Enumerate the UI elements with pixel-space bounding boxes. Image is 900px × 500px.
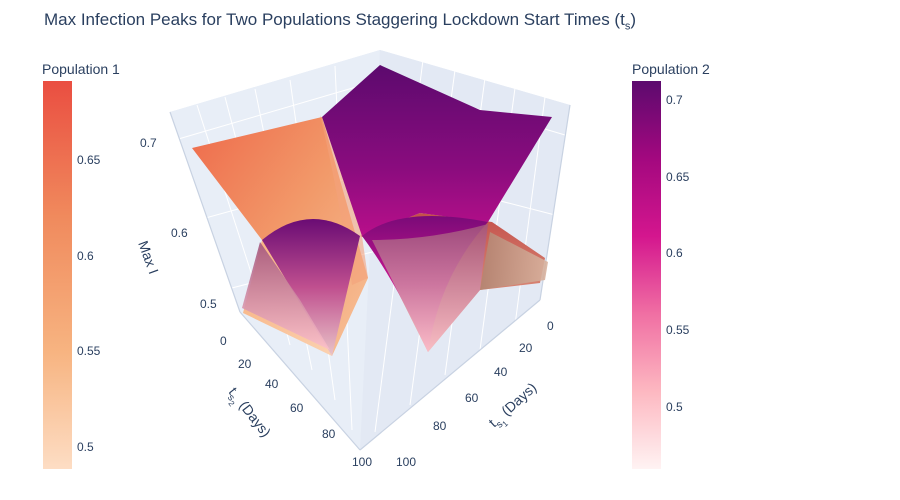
y-axis-title-sub: s	[225, 393, 237, 404]
chart-title-sub: s	[624, 20, 631, 33]
colorbar-1-tick: 0.6	[77, 249, 94, 263]
colorbar-2-tick: 0.6	[666, 246, 683, 260]
chart-title: Max Infection Peaks for Two Populations …	[44, 10, 636, 32]
x-tick-label: 40	[494, 365, 508, 379]
colorbar-2-tick: 0.65	[666, 170, 690, 184]
y-axis-title-rest: (Days)	[234, 395, 274, 440]
colorbar-2-tick: 0.7	[666, 93, 683, 107]
x-tick-label: 100	[396, 455, 416, 469]
z-axis-title: Max I	[135, 239, 162, 277]
colorbar-1-tick: 0.55	[77, 344, 101, 358]
colorbar-1	[43, 81, 72, 469]
colorbar-2	[632, 81, 661, 469]
colorbar-2-title: Population 2	[632, 61, 710, 77]
x-tick-label: 80	[433, 419, 447, 433]
y-axis-title: ts2 (Days)	[221, 384, 274, 444]
z-tick-label: 0.6	[171, 226, 188, 240]
axis-edges	[169, 104, 571, 451]
chart-title-close: )	[630, 10, 636, 29]
z-tick-label: 0.7	[140, 136, 157, 150]
colorbar-2-tick: 0.55	[666, 323, 690, 337]
colorbar-1-title: Population 1	[42, 61, 120, 77]
y-tick-label: 80	[322, 427, 336, 441]
colorbar-1-tick: 0.5	[77, 440, 94, 454]
x-axis-title: ts1 (Days)	[485, 379, 543, 434]
y-tick-label: 0	[220, 334, 227, 348]
x-axis-title-rest: (Days)	[495, 379, 539, 421]
colorbar-1-tick: 0.65	[77, 153, 101, 167]
y-axis-title-sub2: 2	[226, 399, 236, 408]
y-tick-label: 40	[265, 377, 279, 391]
y-tick-label: 100	[352, 455, 372, 469]
x-axis-title-sub: s	[494, 419, 505, 431]
y-tick-label: 20	[238, 357, 252, 371]
z-tick-label: 0.5	[200, 297, 217, 311]
chart-title-main: Max Infection Peaks for Two Populations …	[44, 10, 625, 29]
x-axis-title-sub2: 1	[501, 419, 511, 429]
x-tick-label: 60	[465, 391, 479, 405]
x-tick-label: 0	[547, 319, 554, 333]
x-tick-label: 20	[519, 341, 533, 355]
y-tick-label: 60	[290, 401, 304, 415]
colorbar-2-tick: 0.5	[666, 400, 683, 414]
surface-population-2	[242, 65, 552, 356]
